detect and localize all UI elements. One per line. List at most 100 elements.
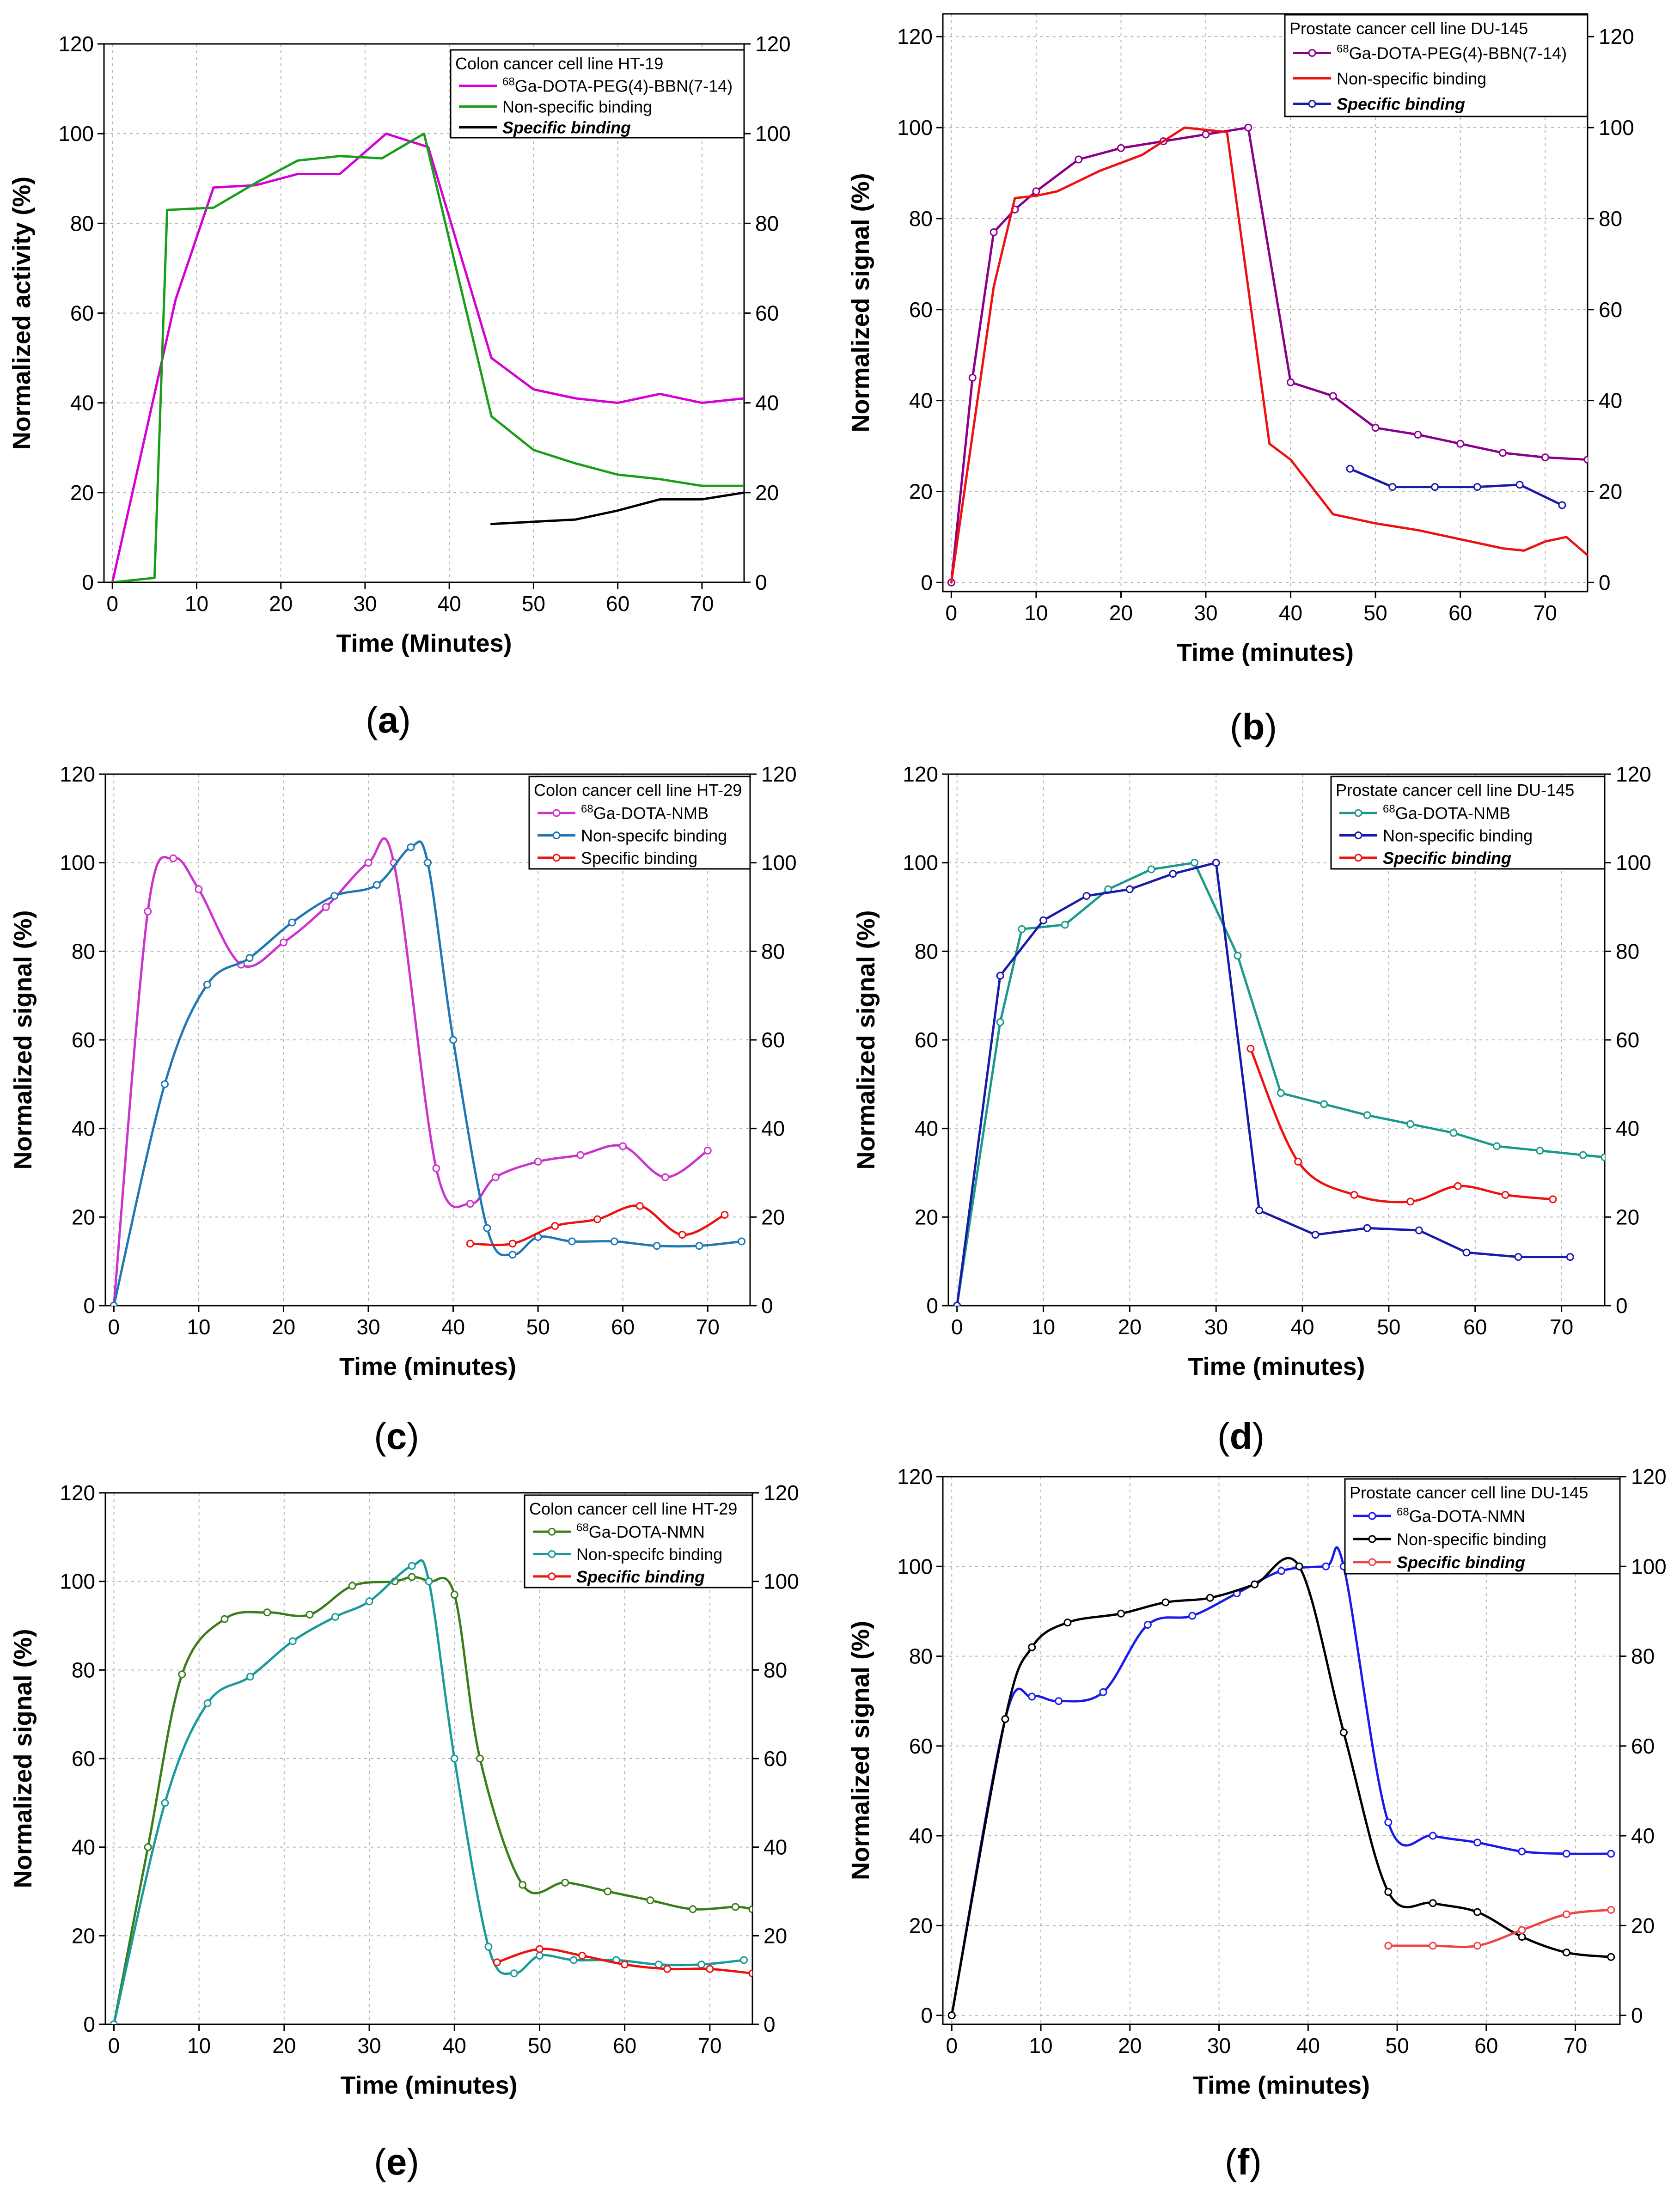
data-point: [1363, 1224, 1371, 1232]
x-tick-label: 50: [1377, 1315, 1400, 1339]
legend-box: [1284, 14, 1588, 117]
data-point: [1246, 1045, 1255, 1053]
data-point: [288, 1637, 297, 1645]
data-point: [1473, 1942, 1482, 1950]
legend-marker: [548, 1572, 556, 1581]
y-tick-label-left: 40: [909, 389, 933, 413]
legend-marker: [1354, 831, 1362, 839]
series-0: [110, 837, 712, 1306]
data-point: [348, 1582, 356, 1590]
data-point: [1251, 1580, 1259, 1588]
legend: Colon cancer cell line HT-29 68Ga-DOTA-NM…: [524, 1494, 753, 1588]
data-point: [263, 1608, 271, 1617]
data-point: [695, 1242, 703, 1250]
series-2: [1384, 1906, 1615, 1950]
x-tick-label: 30: [1194, 601, 1217, 625]
panel-label: (a): [366, 699, 411, 740]
x-tick-label: 10: [1032, 1315, 1055, 1339]
x-tick-label: 30: [1207, 2034, 1231, 2058]
series-line: [950, 1557, 1613, 2017]
x-axis-label: Time (minutes): [340, 2071, 517, 2099]
y-tick-label-right: 120: [761, 762, 797, 786]
data-point: [1311, 1231, 1320, 1239]
data-point: [646, 1896, 654, 1905]
data-point: [1055, 1697, 1063, 1705]
y-tick-label-left: 80: [72, 939, 95, 963]
data-point: [1562, 1910, 1570, 1918]
data-point: [1501, 1191, 1509, 1199]
y-tick-label-right: 40: [755, 391, 779, 415]
legend-box: [450, 49, 745, 139]
data-point: [731, 1903, 739, 1911]
y-axis-label: Normalized signal (%): [847, 173, 874, 432]
data-point: [568, 1237, 576, 1246]
data-point: [1518, 1847, 1526, 1856]
y-tick-label-right: 100: [761, 851, 797, 875]
legend-label: 68Ga-DOTA-PEG(4)-BBN(7-14): [1337, 43, 1567, 63]
data-point: [663, 1965, 672, 1973]
data-point: [484, 1943, 493, 1951]
data-point: [161, 1799, 169, 1807]
x-tick-label: 20: [1118, 2034, 1142, 2058]
x-tick-label: 50: [1386, 2034, 1409, 2058]
y-tick-label-left: 120: [903, 762, 938, 786]
y-tick-label-left: 20: [909, 1913, 933, 1937]
y-tick-label-left: 60: [70, 301, 94, 325]
y-tick-label-left: 40: [72, 1835, 95, 1859]
data-point: [1191, 859, 1198, 867]
legend-marker: [1354, 809, 1362, 817]
y-tick-label-left: 40: [70, 391, 94, 415]
data-point: [654, 1961, 663, 1969]
legend-label: Non-specific binding: [1337, 69, 1486, 88]
data-point: [1518, 1926, 1526, 1934]
y-tick-label-right: 80: [1599, 207, 1622, 231]
series-2: [466, 1202, 729, 1248]
x-tick-label: 30: [356, 1315, 380, 1339]
data-point: [1287, 378, 1295, 386]
y-tick-label-right: 120: [764, 1481, 799, 1505]
data-point: [535, 1951, 544, 1960]
y-tick-label-right: 80: [755, 211, 779, 235]
data-point: [1169, 870, 1177, 878]
data-point: [1601, 1153, 1605, 1161]
series-line: [1387, 1908, 1613, 1949]
y-tick-label-left: 100: [60, 1570, 95, 1594]
data-point: [1322, 1562, 1330, 1570]
data-point: [1429, 1899, 1437, 1907]
legend: Prostate cancer cell line DU-145 68Ga-DOT…: [1284, 14, 1588, 117]
data-point: [678, 1231, 686, 1239]
y-tick-label-right: 100: [1616, 851, 1651, 875]
y-tick-label-right: 80: [1631, 1644, 1655, 1668]
data-point: [1429, 1942, 1437, 1950]
y-axis-label: Normalized signal (%): [9, 910, 37, 1169]
x-tick-label: 30: [357, 2034, 381, 2058]
panel-label: (f): [1225, 2141, 1262, 2182]
series-line: [469, 1204, 726, 1246]
y-tick-label-right: 20: [1616, 1205, 1639, 1229]
y-tick-label-right: 20: [1631, 1913, 1655, 1937]
data-point: [1294, 1158, 1302, 1166]
data-point: [1234, 952, 1242, 960]
x-tick-label: 60: [606, 592, 629, 616]
y-tick-label-right: 100: [764, 1570, 799, 1594]
data-point: [1001, 1715, 1009, 1723]
x-axis-label: Time (minutes): [1188, 1353, 1365, 1381]
data-point: [1473, 1839, 1482, 1847]
data-point: [169, 854, 177, 862]
y-tick-label-right: 60: [764, 1747, 787, 1771]
data-point: [1277, 1089, 1285, 1097]
legend-label: 68Ga-DOTA-NMB: [581, 803, 709, 823]
legend-label: Specific binding: [1397, 1553, 1525, 1572]
data-point: [245, 954, 254, 962]
series-line: [950, 126, 1588, 584]
data-point: [449, 1036, 458, 1044]
legend-label: Specific binding: [1337, 95, 1465, 114]
legend-marker: [1354, 854, 1362, 862]
y-tick-label-left: 80: [909, 1644, 933, 1668]
panel-label: (b): [1230, 706, 1277, 747]
data-point: [1579, 1151, 1587, 1159]
y-tick-label-left: 60: [915, 1028, 938, 1052]
data-point: [365, 1597, 373, 1606]
data-point: [1562, 1949, 1570, 1957]
